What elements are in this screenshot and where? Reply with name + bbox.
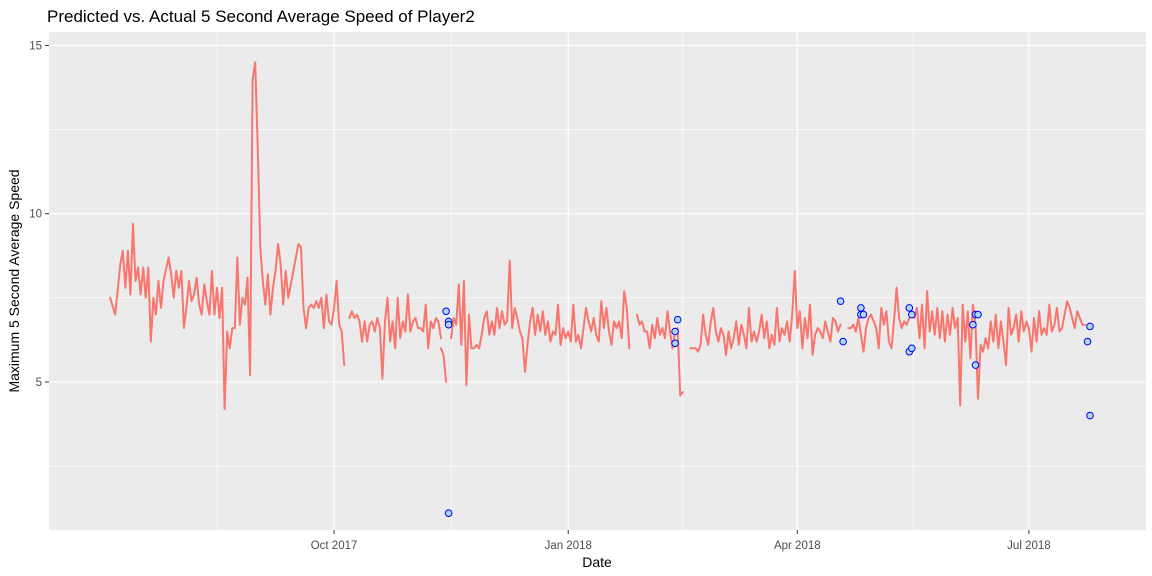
predicted-line-segment	[109, 61, 346, 410]
x-tick-label: Oct 2017	[311, 540, 358, 552]
predicted-line-segment	[348, 293, 442, 380]
actual-point	[1086, 322, 1094, 331]
predicted-line-segment	[847, 286, 1086, 407]
x-tick-label: Apr 2018	[774, 540, 821, 552]
predicted-line-segment	[679, 391, 684, 397]
actual-point	[444, 320, 453, 329]
actual-points	[442, 297, 1094, 518]
y-tick-label: 10	[29, 209, 42, 221]
predicted-line-segment	[440, 347, 448, 383]
actual-point	[671, 327, 679, 336]
grid	[49, 32, 1146, 530]
actual-point	[905, 304, 914, 312]
predicted-line	[109, 61, 1086, 410]
actual-point	[839, 337, 847, 346]
predicted-line-segment	[689, 269, 842, 356]
actual-point	[859, 310, 868, 319]
actual-point	[974, 310, 982, 319]
actual-point	[969, 320, 977, 329]
actual-point	[442, 307, 450, 316]
actual-point	[857, 304, 865, 312]
actual-point	[444, 509, 453, 518]
x-tick-label: Jul 2018	[1007, 540, 1050, 552]
actual-point	[908, 344, 916, 353]
axes: 5 10 15 Oct 2017 Jan 2018 Apr 2018 Jul 2018	[29, 40, 1050, 552]
actual-point	[971, 361, 980, 369]
actual-point	[908, 310, 916, 319]
y-axis-title: Maximum 5 Second Average Speed	[6, 169, 22, 392]
y-tick-label: 15	[29, 40, 42, 52]
actual-point	[1086, 411, 1094, 420]
x-axis-title: Date	[582, 554, 612, 570]
actual-point	[671, 339, 679, 348]
actual-point	[1083, 337, 1092, 346]
x-tick-label: Jan 2018	[545, 540, 592, 552]
panel-background	[49, 32, 1146, 530]
y-tick-label: 5	[36, 377, 42, 389]
chart-title: Predicted vs. Actual 5 Second Average Sp…	[47, 7, 475, 26]
actual-point	[836, 297, 845, 306]
predicted-line-segment	[450, 259, 631, 387]
actual-point	[673, 315, 682, 324]
